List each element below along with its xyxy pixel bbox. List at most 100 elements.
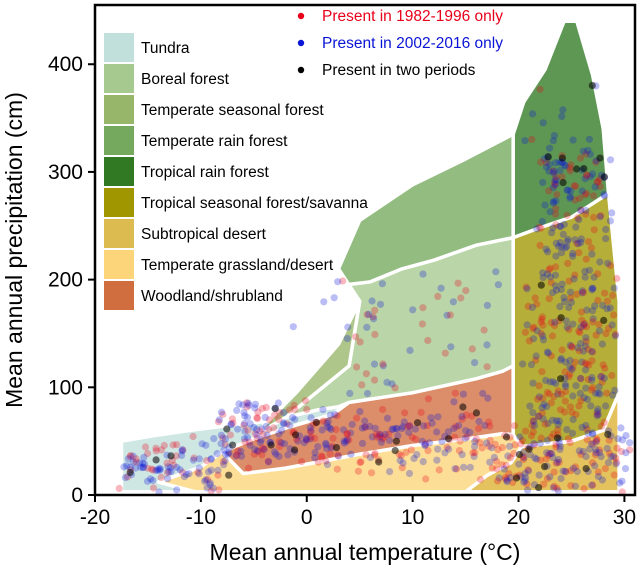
data-point xyxy=(275,430,283,438)
data-point xyxy=(580,319,589,328)
data-point xyxy=(376,300,385,308)
data-point xyxy=(558,154,567,162)
data-point xyxy=(588,373,596,382)
data-point xyxy=(566,194,574,202)
data-point xyxy=(531,454,539,462)
data-point xyxy=(584,238,593,246)
data-point xyxy=(580,394,588,402)
data-point xyxy=(542,376,550,385)
data-point xyxy=(566,164,574,172)
data-point xyxy=(385,436,394,444)
data-point xyxy=(565,277,573,285)
data-point xyxy=(581,359,589,367)
data-point xyxy=(539,178,547,187)
data-point xyxy=(428,419,436,427)
data-point xyxy=(589,481,597,489)
data-point xyxy=(455,447,463,455)
data-point xyxy=(563,186,571,194)
data-point xyxy=(366,453,374,462)
data-point xyxy=(164,463,172,471)
data-point xyxy=(398,464,406,472)
data-point xyxy=(579,447,587,456)
data-point xyxy=(601,289,609,297)
data-point xyxy=(302,434,310,442)
data-point xyxy=(582,452,590,461)
data-point xyxy=(591,462,599,470)
data-point xyxy=(611,332,620,340)
data-point xyxy=(605,449,614,457)
data-point xyxy=(483,363,491,371)
data-point xyxy=(388,380,396,388)
data-point xyxy=(495,474,503,482)
y-axis-ticks: 0 100 200 300 400 xyxy=(48,53,95,507)
data-point xyxy=(140,460,148,468)
data-point xyxy=(530,417,538,425)
data-point xyxy=(600,173,609,181)
data-point xyxy=(598,372,606,380)
data-point xyxy=(618,477,626,485)
data-point xyxy=(550,468,558,476)
data-point xyxy=(548,332,557,340)
data-point xyxy=(571,236,579,244)
data-point xyxy=(365,310,373,318)
data-point xyxy=(243,413,252,421)
data-point xyxy=(593,178,601,186)
data-point xyxy=(494,446,502,454)
data-point xyxy=(561,397,569,405)
data-point xyxy=(566,356,574,364)
data-point xyxy=(584,429,592,437)
data-point xyxy=(602,330,610,338)
data-point xyxy=(575,402,583,410)
data-point xyxy=(152,466,160,475)
data-point xyxy=(609,391,617,399)
data-point xyxy=(471,449,479,457)
data-point xyxy=(294,437,302,445)
data-point xyxy=(592,449,600,457)
data-point xyxy=(557,474,565,483)
data-point xyxy=(594,472,603,481)
data-point xyxy=(552,180,560,188)
data-point xyxy=(545,266,553,274)
data-point xyxy=(590,273,598,281)
data-point xyxy=(537,158,545,166)
data-point xyxy=(246,420,254,428)
data-point xyxy=(475,424,483,433)
data-point xyxy=(180,473,189,481)
data-point xyxy=(450,398,458,406)
data-point xyxy=(562,358,570,366)
legend-swatch-boreal-forest xyxy=(104,64,134,93)
data-point xyxy=(370,376,379,384)
data-point xyxy=(575,347,583,355)
data-point xyxy=(580,485,588,493)
data-point xyxy=(257,436,265,444)
data-point xyxy=(204,468,213,476)
data-point xyxy=(608,371,616,380)
data-point xyxy=(575,327,583,335)
data-point xyxy=(546,473,554,481)
data-point xyxy=(194,468,202,476)
data-point xyxy=(528,303,537,311)
data-point xyxy=(593,412,601,420)
data-point xyxy=(500,465,508,473)
data-point xyxy=(575,249,583,257)
y-axis-title: Mean annual precipitation (cm) xyxy=(1,92,27,408)
legend-swatch-temperate-rain-forest xyxy=(104,126,134,155)
data-point xyxy=(587,402,595,410)
data-point xyxy=(220,461,228,469)
data-point xyxy=(556,222,564,230)
data-point xyxy=(523,285,531,293)
data-point xyxy=(405,422,413,430)
data-point xyxy=(587,244,596,252)
data-point xyxy=(593,436,601,444)
data-point xyxy=(451,433,459,441)
data-point xyxy=(531,294,539,302)
data-point xyxy=(121,474,129,482)
data-point xyxy=(539,415,547,423)
data-point xyxy=(554,456,563,464)
data-point xyxy=(221,450,229,458)
data-point xyxy=(419,304,427,312)
data-point xyxy=(550,482,558,490)
data-point xyxy=(398,425,406,433)
data-point xyxy=(202,441,210,449)
data-point xyxy=(302,436,310,444)
